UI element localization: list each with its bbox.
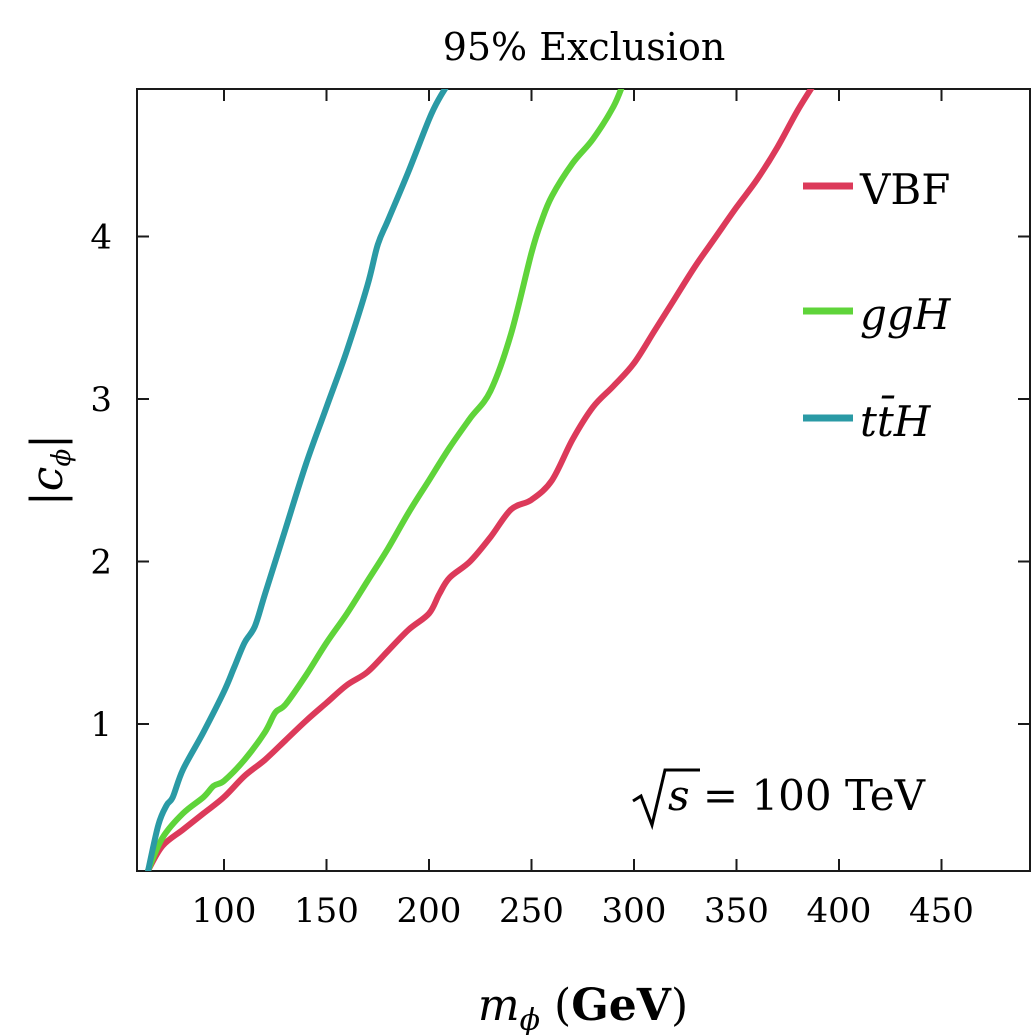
- plot-frame: [136, 88, 1031, 872]
- x-axis-ticks: 100 150 200 250 300 350 400 450: [192, 89, 974, 931]
- x-tick-label: 200: [397, 891, 462, 931]
- chart-title: 95% Exclusion: [443, 25, 726, 69]
- legend: VBF ggH tt̄H: [803, 165, 952, 446]
- x-tick-label: 250: [499, 891, 564, 931]
- y-axis-label: |cϕ|: [22, 434, 77, 506]
- y-tick-label: 4: [90, 218, 112, 258]
- x-tick-label: 450: [909, 891, 974, 931]
- x-tick-label: 300: [602, 891, 667, 931]
- x-tick-label: 350: [704, 891, 769, 931]
- energy-annotation-text: s = 100 TeV: [668, 771, 926, 820]
- y-axis-ticks: 1 2 3 4: [90, 218, 1030, 745]
- legend-label-ggh: ggH: [860, 290, 952, 339]
- series-line-tth: [145, 89, 449, 871]
- x-tick-label: 100: [192, 891, 257, 931]
- radical-sign-icon: [632, 768, 700, 831]
- x-tick-label: 150: [294, 891, 359, 931]
- x-axis-label-text: mϕ (GeV): [478, 980, 688, 1035]
- legend-label-vbf: VBF: [859, 165, 950, 214]
- energy-annotation: s = 100 TeV: [632, 768, 926, 831]
- legend-label-tth: tt̄H: [860, 394, 932, 446]
- x-axis-label: mϕ (GeV): [478, 980, 688, 1035]
- y-tick-label: 2: [90, 543, 112, 583]
- x-tick-label: 400: [807, 891, 872, 931]
- y-tick-label: 1: [90, 705, 112, 745]
- series-group: [145, 89, 815, 871]
- y-tick-label: 3: [90, 380, 112, 420]
- series-line-ggh: [145, 89, 625, 871]
- y-axis-label-text: |cϕ|: [22, 434, 77, 506]
- series-line-vbf: [145, 89, 815, 871]
